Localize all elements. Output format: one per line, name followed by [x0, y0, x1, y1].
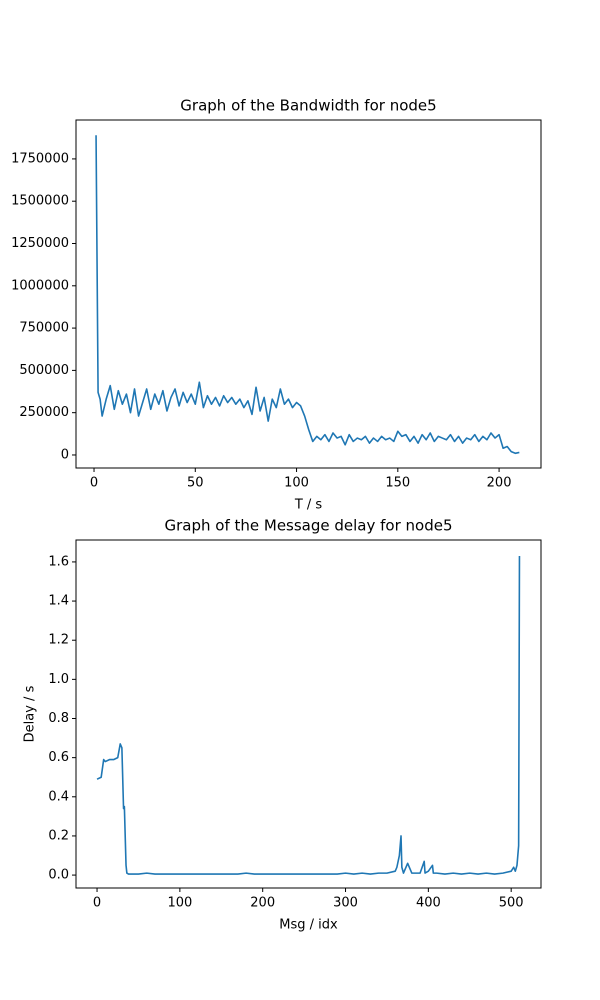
- y-tick-label: 0.6: [48, 750, 69, 765]
- y-tick-label: 0.0: [48, 868, 69, 883]
- y-tick-label: 0.8: [48, 711, 69, 726]
- y-tick-label: 0.2: [48, 828, 69, 843]
- x-axis-label: T / s: [294, 498, 323, 513]
- y-tick-label: 250000: [19, 405, 69, 420]
- x-tick-label: 150: [385, 476, 410, 491]
- y-axis-label: Delay / s: [23, 685, 38, 742]
- x-tick-label: 400: [416, 896, 441, 911]
- y-tick-label: 0.4: [48, 789, 69, 804]
- data-line: [96, 556, 521, 875]
- y-tick-label: 1750000: [11, 151, 69, 166]
- x-tick-label: 0: [93, 896, 101, 911]
- x-tick-label: 200: [250, 896, 275, 911]
- y-tick-label: 1.0: [48, 672, 69, 687]
- axes-frame: [75, 119, 542, 469]
- x-tick-label: 300: [333, 896, 358, 911]
- chart-title: Graph of the Message delay for node5: [164, 517, 452, 535]
- y-tick-label: 1.4: [48, 594, 69, 609]
- x-tick-label: 200: [487, 476, 512, 491]
- data-line: [95, 135, 520, 455]
- y-tick-label: 1250000: [11, 236, 69, 251]
- y-tick-label: 500000: [19, 363, 69, 378]
- x-axis-label: Msg / idx: [279, 918, 338, 933]
- y-tick-label: 1000000: [11, 278, 69, 293]
- y-tick-label: 1.2: [48, 633, 69, 648]
- y-tick-label: 1500000: [11, 194, 69, 209]
- y-tick-label: 750000: [19, 321, 69, 336]
- x-tick-label: 0: [90, 476, 98, 491]
- axes-frame: [75, 539, 542, 889]
- x-tick-label: 100: [284, 476, 309, 491]
- y-tick-label: 1.6: [48, 554, 69, 569]
- x-tick-label: 500: [499, 896, 524, 911]
- chart-title: Graph of the Bandwidth for node5: [180, 97, 436, 115]
- x-tick-label: 50: [187, 476, 204, 491]
- x-tick-label: 100: [167, 896, 192, 911]
- y-tick-label: 0: [61, 447, 69, 462]
